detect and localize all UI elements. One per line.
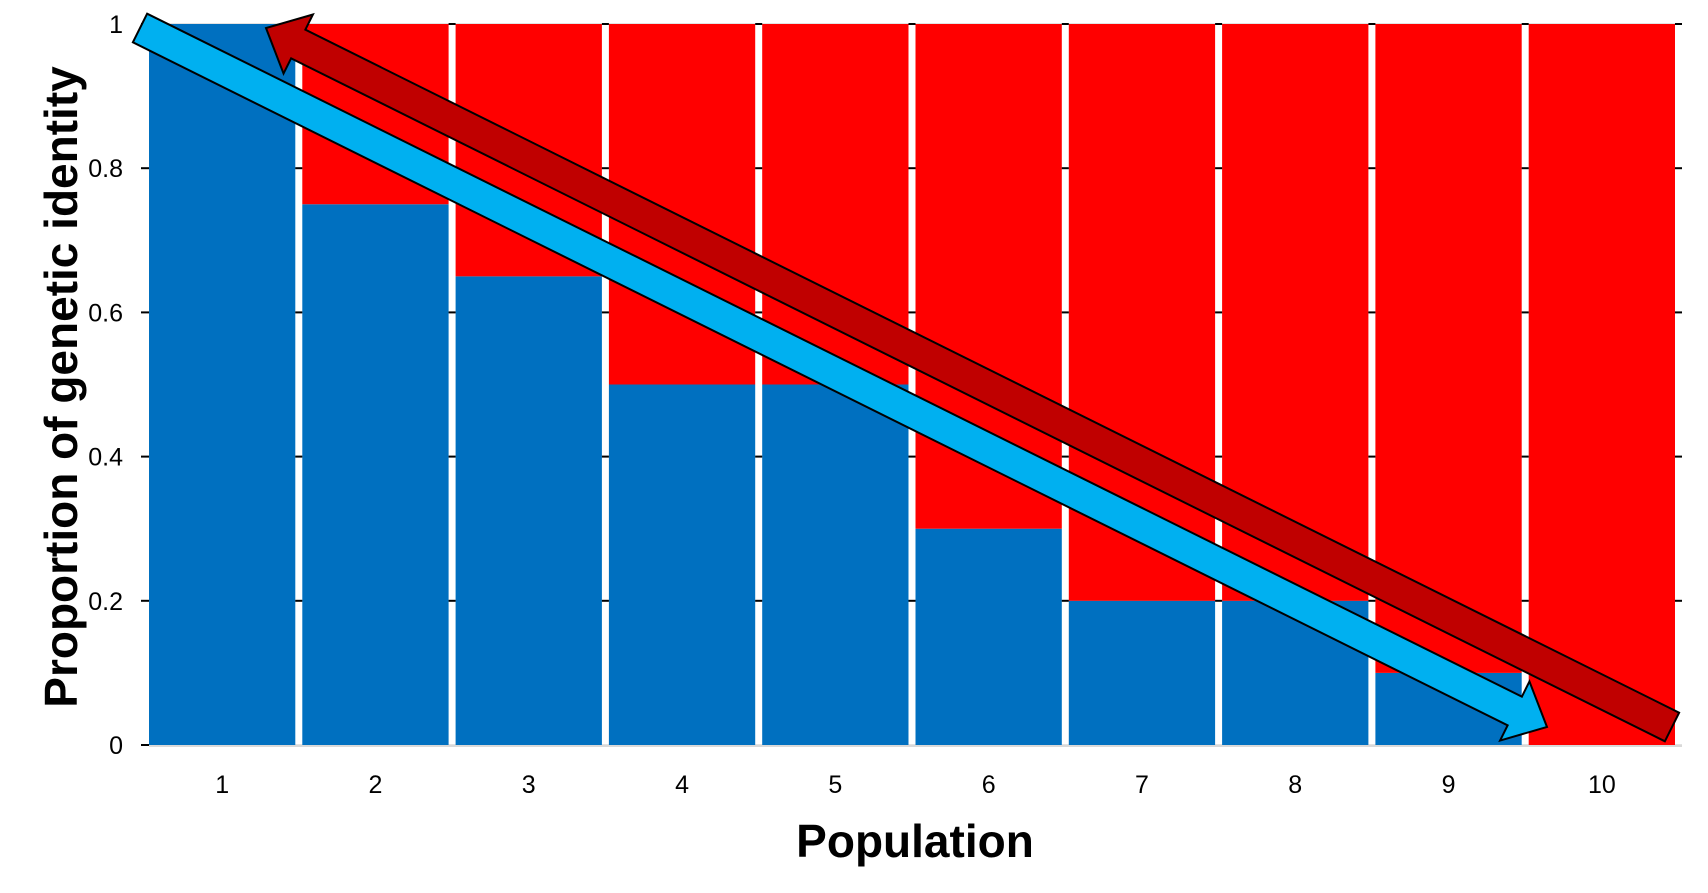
y-tick-labels: 0 0.2 0.4 0.6 0.8 1 <box>88 11 123 760</box>
y-tick-label: 0.6 <box>88 299 123 327</box>
y-tick-label: 0.2 <box>88 588 123 616</box>
x-tick-label: 2 <box>368 771 382 799</box>
x-tick-label: 1 <box>215 771 229 799</box>
bar-segment-10-series-2 <box>1528 24 1675 745</box>
light-blue-arrow <box>131 12 1549 743</box>
bar-segment-7-series-1 <box>1068 600 1216 745</box>
y-axis-title: Proportion of genetic identity <box>35 66 87 708</box>
x-tick-label: 4 <box>675 771 689 799</box>
arrows <box>131 12 1681 743</box>
x-tick-label: 6 <box>982 771 996 799</box>
x-tick-labels: 1 2 3 4 5 6 7 8 9 10 <box>215 771 1616 799</box>
y-tick-label: 1 <box>109 11 123 39</box>
bar-segment-2-series-1 <box>302 204 449 745</box>
x-axis-title: Population <box>796 815 1034 867</box>
bar-segment-4-series-1 <box>608 384 756 745</box>
bar-segment-5-series-1 <box>762 384 909 745</box>
x-tick-label: 7 <box>1135 771 1149 799</box>
x-tick-label: 5 <box>828 771 842 799</box>
y-tick-label: 0 <box>109 732 123 760</box>
bar-segment-6-series-1 <box>915 528 1062 745</box>
gridline-ticks <box>141 23 1682 747</box>
bar-segment-3-series-1 <box>455 276 602 745</box>
dark-red-arrow <box>264 12 1681 743</box>
bar-segment-9-series-2 <box>1375 24 1522 673</box>
y-tick-label: 0.4 <box>88 444 123 472</box>
x-tick-label: 3 <box>522 771 536 799</box>
x-tick-label: 8 <box>1288 771 1302 799</box>
y-tick-label: 0.8 <box>88 155 123 183</box>
x-tick-label: 9 <box>1442 771 1456 799</box>
bar-segment-1-series-1 <box>149 24 296 745</box>
x-tick-label: 10 <box>1588 771 1616 799</box>
